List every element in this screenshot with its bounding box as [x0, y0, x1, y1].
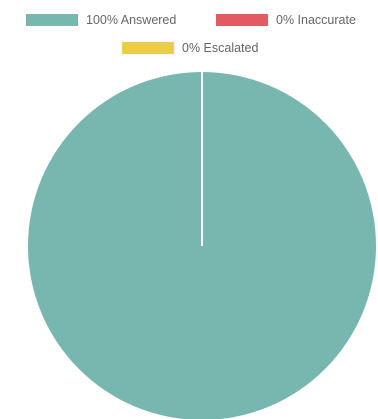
legend-label-answered: 100% Answered	[86, 13, 177, 27]
legend-swatch-answered	[26, 14, 78, 26]
pie-slice-answered[interactable]	[28, 72, 376, 419]
legend-label-inaccurate: 0% Inaccurate	[276, 13, 356, 27]
legend-item-escalated[interactable]: 0% Escalated	[122, 40, 258, 56]
legend-label-escalated: 0% Escalated	[182, 41, 259, 55]
legend-swatch-inaccurate	[216, 14, 268, 26]
legend-swatch-escalated	[122, 42, 174, 54]
legend-item-answered[interactable]: 100% Answered	[26, 12, 176, 28]
chart-legend: 100% Answered 0% Inaccurate 0% Escalated	[0, 0, 378, 64]
legend-item-inaccurate[interactable]: 0% Inaccurate	[216, 12, 356, 28]
